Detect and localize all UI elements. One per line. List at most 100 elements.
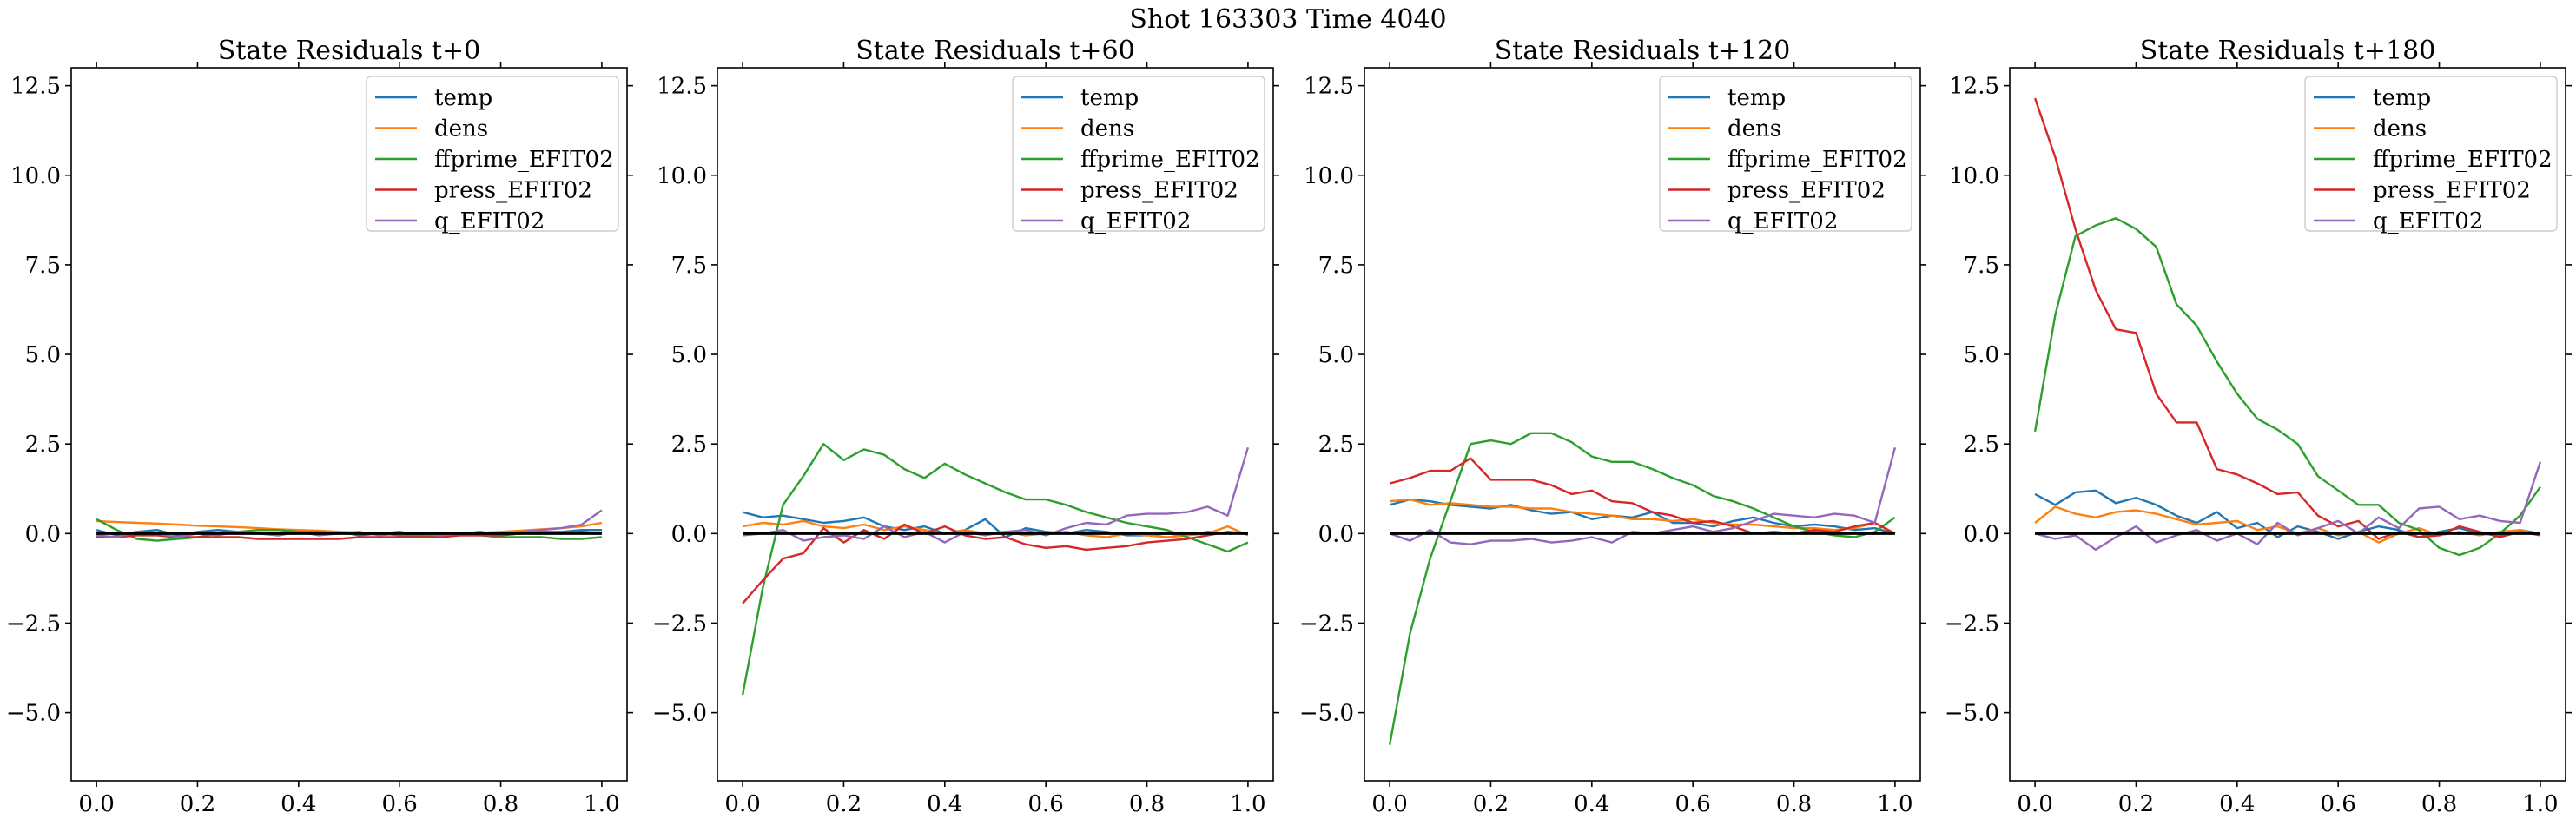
y-tick-label: −5.0	[1945, 701, 1999, 727]
y-tick-label: 7.5	[1318, 253, 1354, 279]
legend-label: press_EFIT02	[2373, 178, 2531, 204]
y-tick-label: −2.5	[1945, 611, 1999, 637]
y-tick-label: 0.0	[1318, 521, 1354, 547]
panel-title: State Residuals t+120	[1495, 36, 1791, 66]
y-tick-label: 12.5	[10, 74, 61, 100]
legend-label: ffprime_EFIT02	[1080, 147, 1260, 173]
x-tick-label: 0.6	[382, 791, 418, 817]
x-tick-label: 0.8	[1129, 791, 1165, 817]
y-tick-label: 2.5	[1318, 432, 1354, 458]
x-tick-label: 0.4	[2219, 791, 2255, 817]
x-tick-label: 1.0	[2522, 791, 2558, 817]
legend-label: dens	[434, 116, 488, 142]
y-tick-label: 7.5	[1964, 253, 1999, 279]
panel-title: State Residuals t+0	[218, 36, 480, 66]
legend-label: dens	[1080, 116, 1134, 142]
legend-label: press_EFIT02	[1727, 178, 1886, 204]
legend-label: temp	[1727, 85, 1786, 111]
panel-title: State Residuals t+180	[2140, 36, 2436, 66]
legend-label: temp	[2373, 85, 2431, 111]
x-tick-label: 0.8	[1776, 791, 1812, 817]
y-tick-label: −5.0	[6, 701, 61, 727]
x-tick-label: 0.4	[281, 791, 316, 817]
x-tick-label: 0.0	[2017, 791, 2052, 817]
x-tick-label: 0.8	[483, 791, 519, 817]
panel-title: State Residuals t+60	[855, 36, 1134, 66]
y-tick-label: −2.5	[652, 611, 707, 637]
legend-box	[2304, 76, 2558, 232]
series-line-dens	[1389, 498, 1896, 535]
y-tick-label: 10.0	[10, 163, 61, 189]
x-tick-label: 1.0	[1230, 791, 1265, 817]
y-tick-label: 2.5	[671, 432, 707, 458]
y-tick-label: 2.5	[1964, 432, 1999, 458]
figure-suptitle: Shot 163303 Time 4040	[1129, 4, 1446, 35]
x-tick-label: 0.0	[724, 791, 760, 817]
x-tick-label: 1.0	[1877, 791, 1912, 817]
subplot-grid: State Residuals t+0 0.0 0.2 0.4 0.6 0.8 1.0 −5.…	[6, 36, 2572, 817]
legend-label: ffprime_EFIT02	[434, 147, 614, 173]
x-tick-label: 0.6	[1028, 791, 1064, 817]
series-line-press_EFIT02	[742, 523, 1249, 604]
x-tick-label: 0.2	[2118, 791, 2154, 817]
y-tick-label: 2.5	[25, 432, 61, 458]
y-tick-label: −5.0	[1299, 701, 1354, 727]
legend-label: q_EFIT02	[2373, 208, 2483, 234]
x-tick-label: 0.6	[2321, 791, 2356, 817]
y-tick-label: 0.0	[671, 521, 707, 547]
x-tick-label: 0.2	[180, 791, 215, 817]
y-tick-label: −5.0	[652, 701, 707, 727]
x-tick-label: 0.4	[927, 791, 962, 817]
subplot-panel: State Residuals t+60 0.0 0.2 0.4 0.6 0.8 1.0 −5…	[652, 36, 1279, 817]
y-tick-label: −2.5	[1299, 611, 1354, 637]
y-tick-label: 5.0	[1964, 342, 1999, 368]
x-tick-label: 0.8	[2421, 791, 2457, 817]
legend-box	[1012, 76, 1265, 232]
axes-frame	[70, 67, 628, 782]
x-tick-label: 0.4	[1574, 791, 1609, 817]
y-tick-label: 5.0	[1318, 342, 1354, 368]
axes-frame	[1364, 67, 1921, 782]
x-tick-label: 0.2	[1473, 791, 1509, 817]
legend-label: press_EFIT02	[1080, 178, 1238, 204]
y-tick-label: 5.0	[25, 342, 61, 368]
legend-label: q_EFIT02	[434, 208, 545, 234]
legend-label: temp	[1080, 85, 1139, 111]
series-line-temp	[1389, 498, 1896, 535]
legend-label: temp	[434, 85, 492, 111]
subplot-panel: State Residuals t+120 0.0 0.2 0.4 0.6 0.8 1.0 −…	[1299, 36, 1926, 817]
legend-label: ffprime_EFIT02	[1727, 147, 1907, 173]
series-line-ffprime_EFIT02	[741, 443, 1249, 696]
y-tick-label: 0.0	[25, 521, 61, 547]
legend-label: q_EFIT02	[1080, 208, 1191, 234]
subplot-panel: State Residuals t+0 0.0 0.2 0.4 0.6 0.8 1.0 −5.…	[6, 36, 633, 817]
x-tick-label: 0.0	[78, 791, 114, 817]
y-tick-label: 12.5	[657, 74, 707, 100]
y-tick-label: 12.5	[1304, 74, 1354, 100]
legend-label: q_EFIT02	[1727, 208, 1838, 234]
y-tick-label: 5.0	[671, 342, 707, 368]
series-line-press_EFIT02	[1389, 457, 1896, 535]
x-tick-label: 0.6	[1675, 791, 1711, 817]
series-line-ffprime_EFIT02	[2033, 217, 2541, 557]
y-tick-label: 0.0	[1964, 521, 1999, 547]
axes-frame	[2009, 67, 2566, 782]
legend-label: dens	[2373, 116, 2427, 142]
x-tick-label: 0.2	[826, 791, 862, 817]
y-tick-label: 10.0	[1304, 163, 1354, 189]
y-tick-label: 7.5	[25, 253, 61, 279]
subplot-panel: State Residuals t+180 0.0 0.2 0.4 0.6 0.8 1.0 −…	[1945, 36, 2572, 817]
series-line-press_EFIT02	[2033, 97, 2541, 540]
y-tick-label: 10.0	[657, 163, 707, 189]
legend-label: press_EFIT02	[434, 178, 592, 204]
legend-box	[366, 76, 619, 232]
y-tick-label: 12.5	[1949, 74, 1999, 100]
y-tick-label: 7.5	[671, 253, 707, 279]
y-tick-label: 10.0	[1949, 163, 1999, 189]
x-tick-label: 0.0	[1371, 791, 1407, 817]
x-tick-label: 1.0	[584, 791, 619, 817]
series-line-q_EFIT02	[2034, 461, 2542, 552]
y-tick-label: −2.5	[6, 611, 61, 637]
legend-label: dens	[1727, 116, 1781, 142]
